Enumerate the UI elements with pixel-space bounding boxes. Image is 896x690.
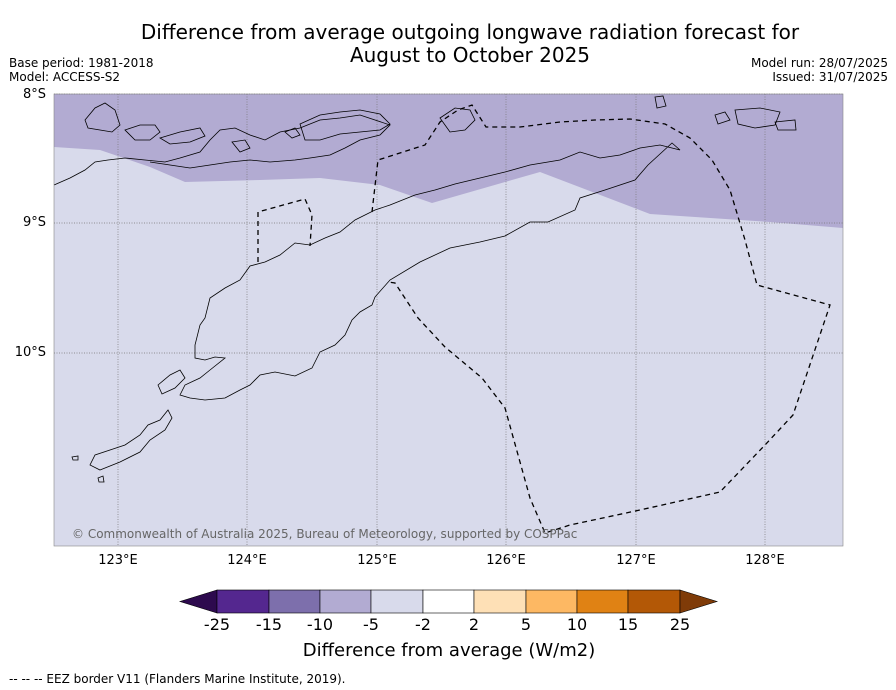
island-9 bbox=[734, 107, 781, 129]
colorbar-tick: -10 bbox=[306, 615, 334, 634]
island-3 bbox=[159, 127, 206, 145]
lon-label-125e: 125°E bbox=[357, 553, 397, 568]
map-title: Difference from average outgoing longwav… bbox=[110, 21, 830, 67]
colorbar bbox=[178, 589, 719, 614]
colorbar-swatch bbox=[319, 589, 372, 614]
colorbar-swatch bbox=[216, 589, 270, 614]
eez-border bbox=[257, 104, 831, 534]
island-5 bbox=[284, 127, 301, 139]
colorbar-swatch bbox=[473, 589, 527, 614]
meta-left: Base period: 1981-2018 Model: ACCESS-S2 bbox=[9, 56, 154, 84]
colorbar-swatch bbox=[576, 589, 629, 614]
colorbar-tick: -5 bbox=[363, 615, 379, 634]
colorbar-tick: 10 bbox=[566, 615, 588, 634]
colorbar-swatch bbox=[525, 589, 578, 614]
colorbar-swatch bbox=[627, 589, 681, 614]
island-4 bbox=[231, 139, 251, 153]
island-1 bbox=[84, 102, 121, 133]
colorbar-swatch bbox=[268, 589, 321, 614]
island-11 bbox=[714, 111, 731, 125]
island-8 bbox=[654, 95, 667, 109]
eez-legend-note: -- -- -- EEZ border V11 (Flanders Marine… bbox=[9, 672, 346, 686]
island-13 bbox=[89, 409, 173, 471]
colorbar-tick: 5 bbox=[520, 615, 532, 634]
colorbar-swatch bbox=[422, 589, 475, 614]
colorbar-tick: -25 bbox=[203, 615, 231, 634]
title-line-2: August to October 2025 bbox=[349, 43, 591, 67]
island-7 bbox=[439, 107, 476, 133]
title-line-1: Difference from average outgoing longwav… bbox=[140, 20, 800, 44]
colorbar-tick: 25 bbox=[669, 615, 691, 634]
map-frame bbox=[53, 93, 844, 547]
colorbar-tick: 2 bbox=[468, 615, 480, 634]
colorbar-tick: -2 bbox=[415, 615, 431, 634]
island-14 bbox=[71, 455, 79, 461]
lon-label-128e: 128°E bbox=[745, 553, 785, 568]
lon-label-126e: 126°E bbox=[486, 553, 526, 568]
issued-date: Issued: 31/07/2025 bbox=[772, 70, 888, 84]
gridlines bbox=[54, 93, 843, 546]
base-period: Base period: 1981-2018 bbox=[9, 56, 154, 70]
island-12 bbox=[157, 369, 186, 395]
lat-label-8s: 8°S bbox=[22, 87, 46, 102]
flores-coast bbox=[53, 114, 391, 186]
island-15 bbox=[97, 475, 105, 483]
island-10 bbox=[774, 119, 797, 131]
island-6 bbox=[299, 109, 391, 141]
lon-label-123e: 123°E bbox=[98, 553, 138, 568]
colorbar-swatch bbox=[370, 589, 424, 614]
coastlines bbox=[53, 95, 797, 483]
colorbar-over-extend bbox=[679, 589, 719, 614]
meta-right: Model run: 28/07/2025 Issued: 31/07/2025 bbox=[751, 56, 888, 84]
island-2 bbox=[124, 124, 161, 141]
timor-coast bbox=[179, 142, 681, 401]
colorbar-label: Difference from average (W/m2) bbox=[302, 640, 596, 661]
lon-label-124e: 124°E bbox=[227, 553, 267, 568]
map-region-dark bbox=[54, 94, 843, 228]
lat-label-10s: 10°S bbox=[14, 345, 46, 360]
colorbar-under-extend bbox=[178, 589, 218, 614]
copyright-text: © Commonwealth of Australia 2025, Bureau… bbox=[72, 527, 577, 541]
lat-label-9s: 9°S bbox=[22, 215, 46, 230]
model-run: Model run: 28/07/2025 bbox=[750, 56, 888, 70]
colorbar-tick: -15 bbox=[255, 615, 283, 634]
lon-label-127e: 127°E bbox=[616, 553, 656, 568]
colorbar-tick: 15 bbox=[617, 615, 639, 634]
model-name: Model: ACCESS-S2 bbox=[9, 70, 121, 84]
